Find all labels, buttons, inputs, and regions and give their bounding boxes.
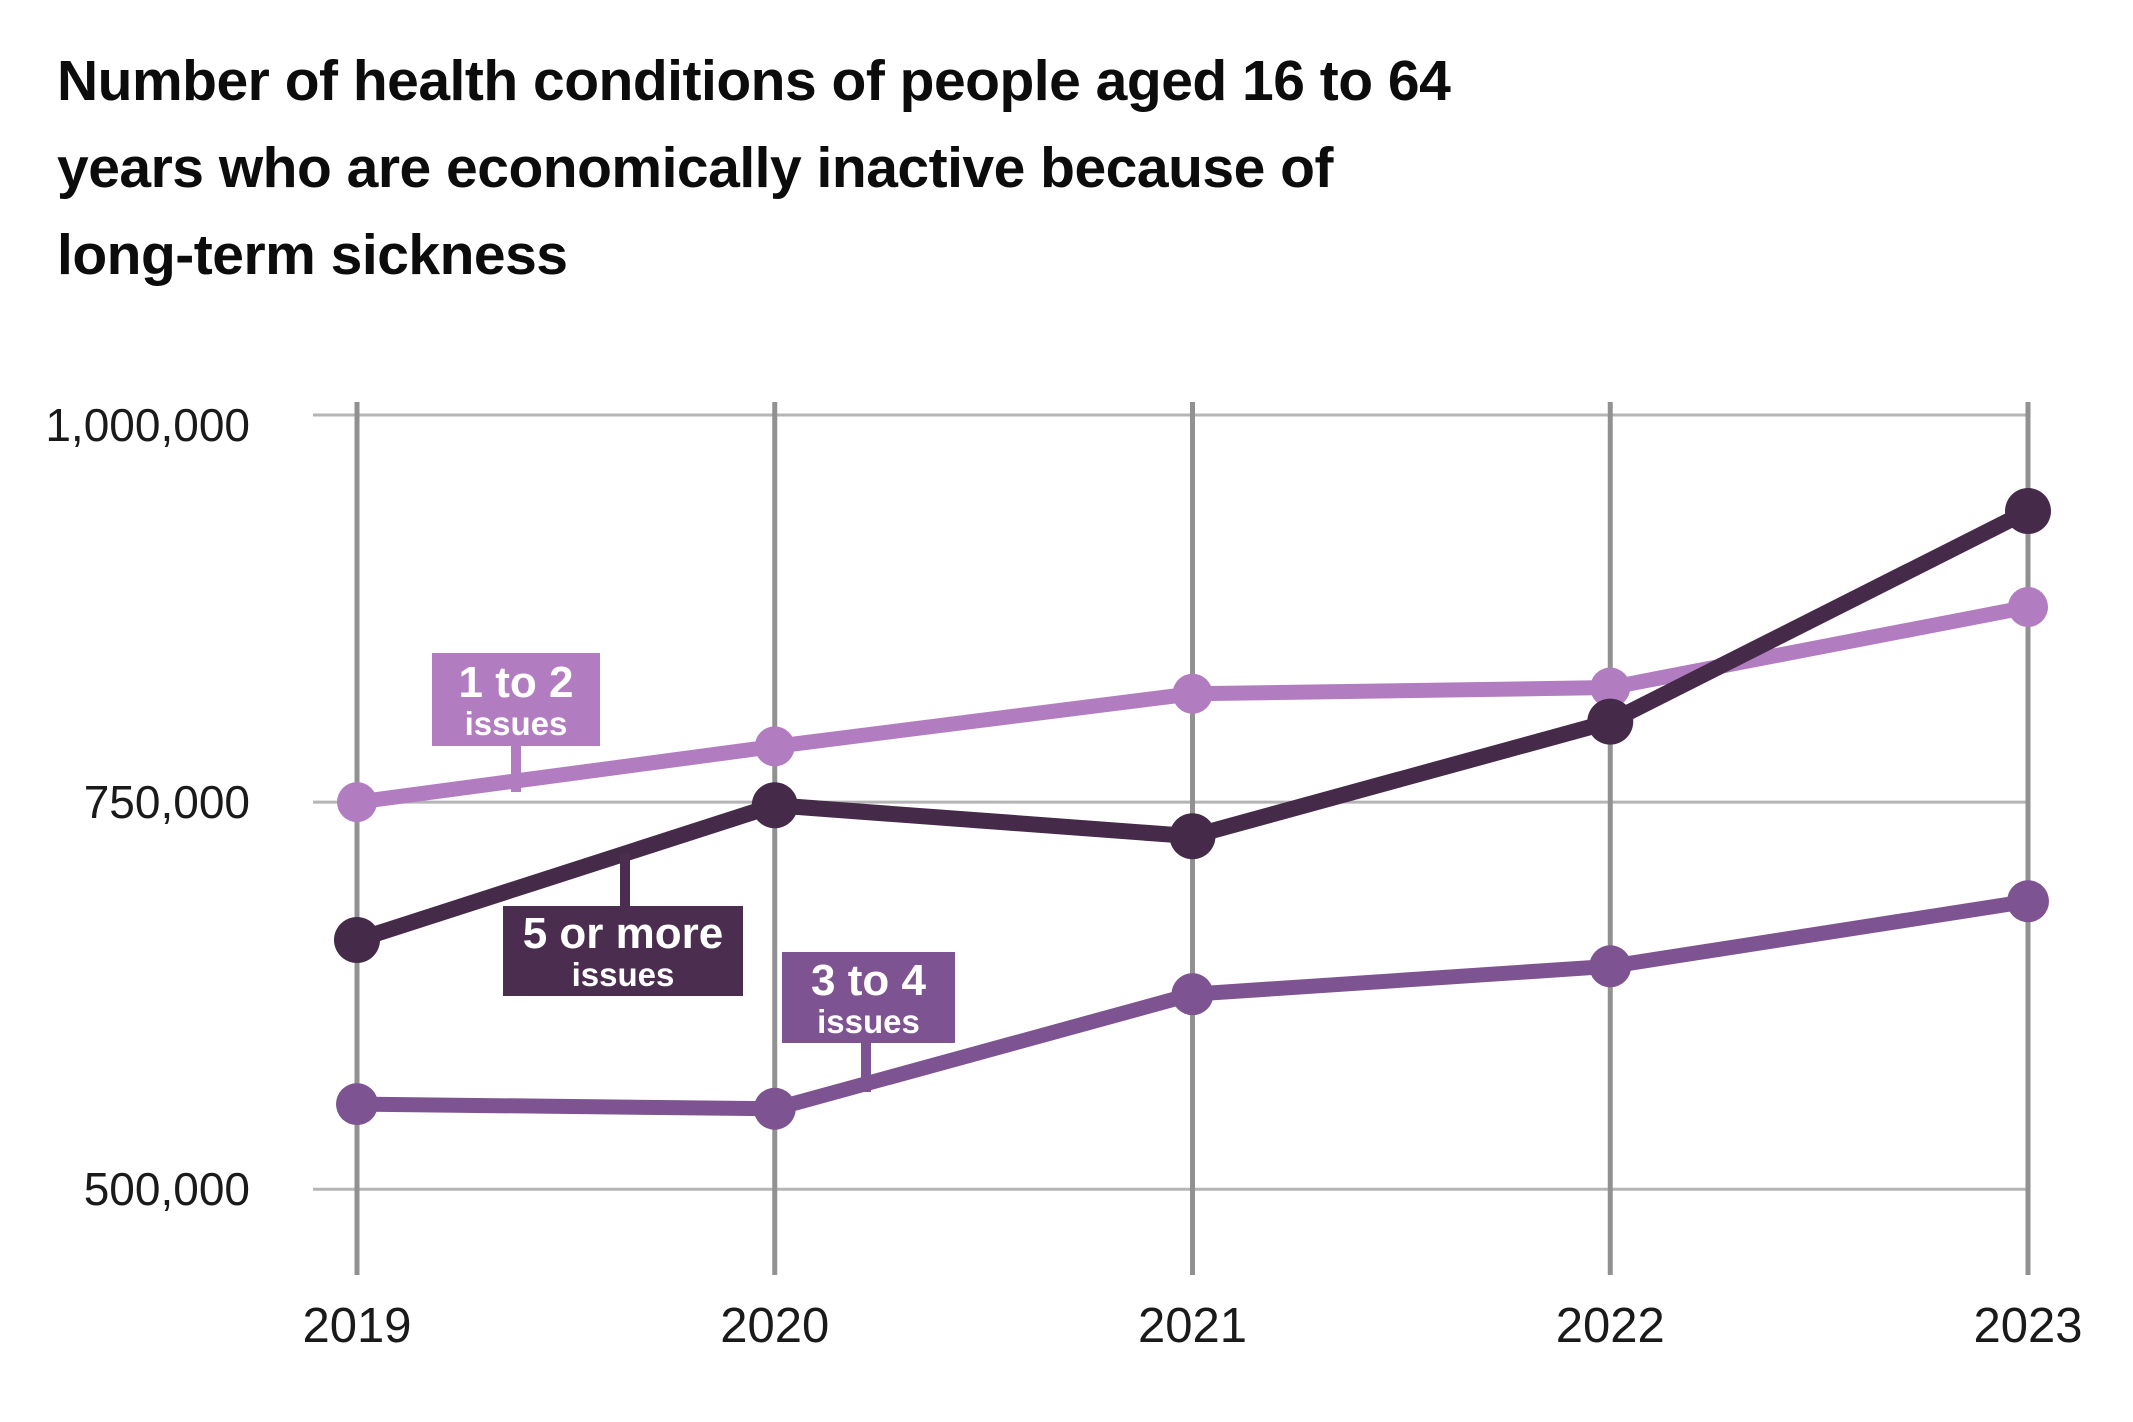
x-axis-label-2019: 2019	[302, 1299, 412, 1353]
data-point-3-to-4-issues-2021	[1171, 973, 1214, 1016]
data-point-1-to-2-issues-2021	[1172, 673, 1213, 714]
x-axis-label-2020: 2020	[720, 1299, 830, 1353]
annotation-text-primary: 1 to 2	[458, 657, 574, 707]
data-point-5-or-more-issues-2020	[751, 782, 798, 829]
annotation-connector-5-or-more-issues	[620, 853, 630, 908]
annotation-text-primary: 3 to 4	[811, 955, 926, 1005]
y-axis-label-1000000: 1,000,000	[45, 399, 250, 451]
annotation-box-1-to-2-issues: 1 to 2 issues	[432, 653, 600, 746]
y-axis-label-750000: 750,000	[83, 776, 250, 829]
data-point-5-or-more-issues-2021	[1169, 813, 1216, 860]
data-point-5-or-more-issues-2023	[2005, 488, 2051, 535]
x-axis-label-2022: 2022	[1555, 1299, 1665, 1353]
data-point-3-to-4-issues-2020	[753, 1087, 796, 1130]
annotation-connector-1-to-2-issues	[511, 744, 521, 792]
annotation-text-secondary: issues	[464, 704, 568, 742]
x-axis-label-2021: 2021	[1137, 1299, 1248, 1353]
data-point-3-to-4-issues-2019	[336, 1083, 378, 1126]
data-point-1-to-2-issues-2019	[337, 782, 377, 823]
x-axis-label-2023: 2023	[1973, 1299, 2083, 1353]
annotation-box-3-to-4-issues: 3 to 4 issues	[782, 952, 955, 1043]
data-point-3-to-4-issues-2023	[2007, 880, 2049, 923]
annotation-connector-3-to-4-issues	[861, 1041, 871, 1092]
data-point-1-to-2-issues-2023	[2008, 587, 2048, 628]
data-point-1-to-2-issues-2020	[754, 726, 795, 767]
y-axis-label-500000: 500,000	[83, 1163, 250, 1216]
data-point-3-to-4-issues-2022	[1589, 945, 1632, 988]
annotation-box-5-or-more-issues: 5 or more issues	[503, 906, 743, 996]
chart-title-line-3: long-term sickness	[57, 223, 568, 287]
annotation-text-secondary: issues	[571, 956, 675, 993]
chart-title-line-1: Number of health conditions of people ag…	[57, 49, 1451, 113]
annotation-text-primary: 5 or more	[522, 909, 724, 958]
chart-title-line-2: years who are economically inactive beca…	[57, 136, 1333, 200]
annotation-text-secondary: issues	[817, 1002, 920, 1040]
data-point-5-or-more-issues-2022	[1587, 698, 1634, 745]
data-point-1-to-2-issues-2022	[1590, 667, 1631, 708]
data-point-5-or-more-issues-2019	[334, 916, 380, 963]
chart-title: Number of health conditions of people ag…	[57, 38, 1451, 299]
